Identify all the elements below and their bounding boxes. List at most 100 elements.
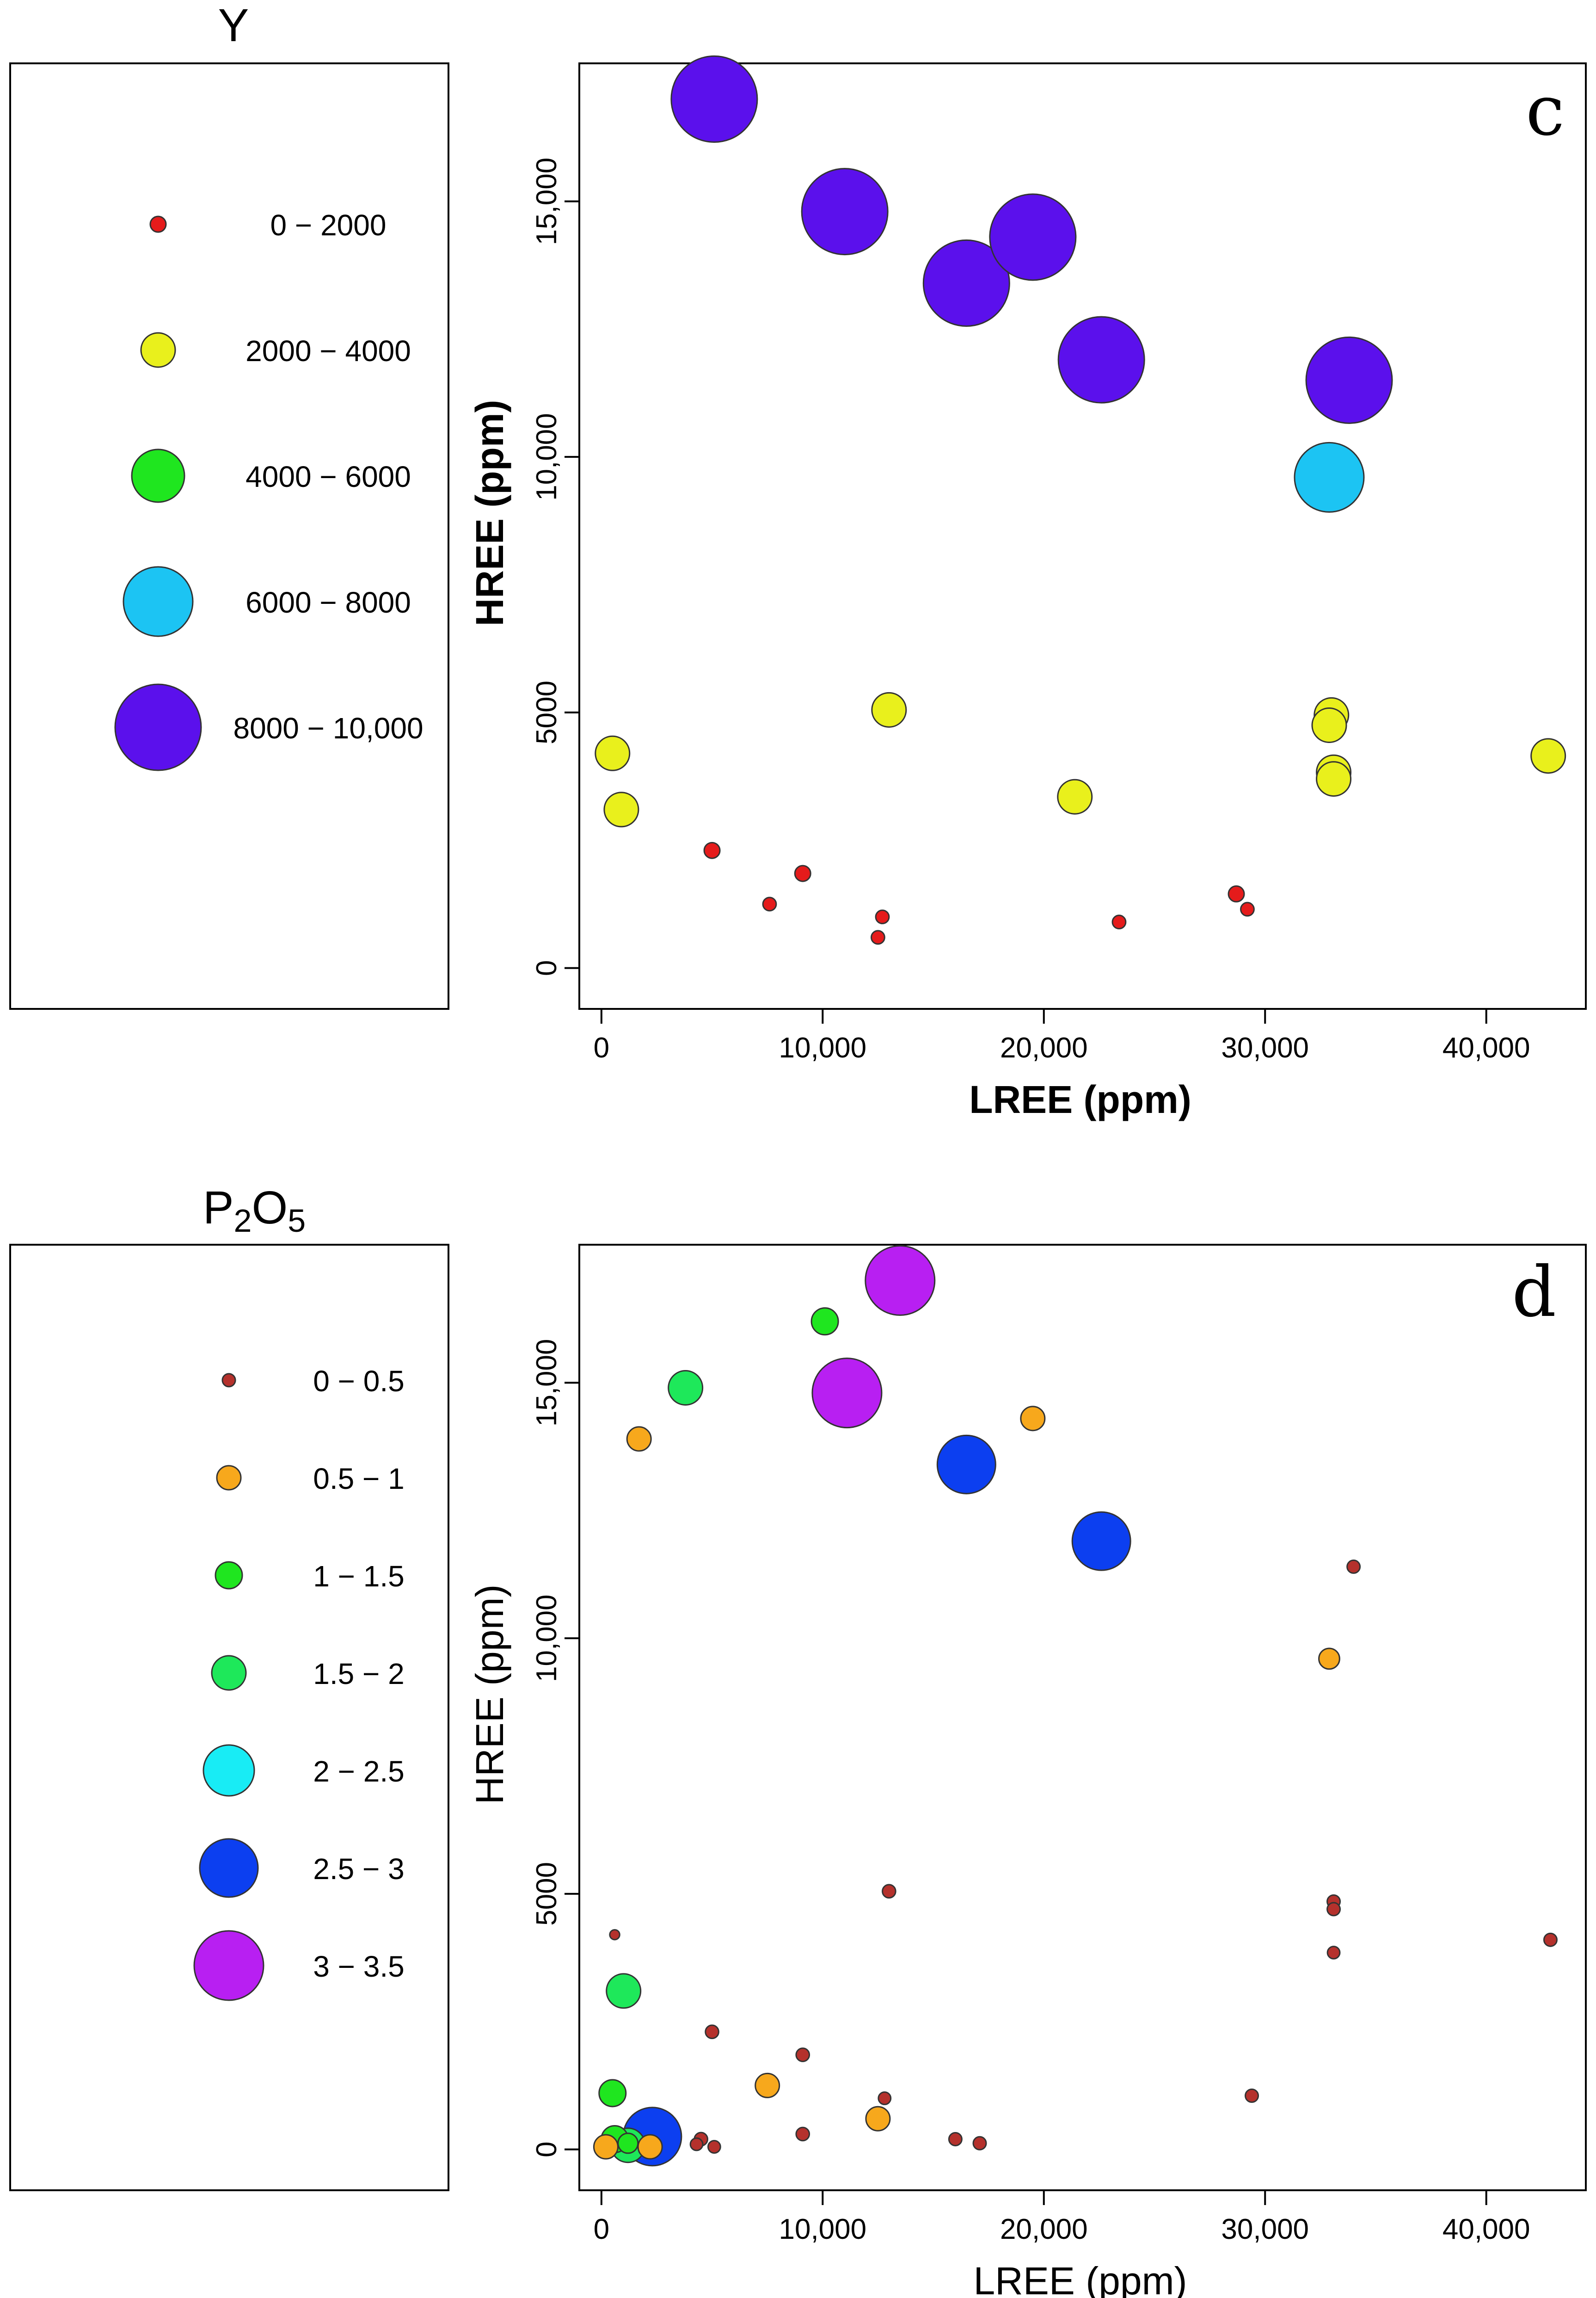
point-d-4: [626, 1426, 652, 1452]
point-d-1: [811, 1358, 883, 1429]
legend-d-item-label-4: 2 − 2.5: [313, 1755, 405, 1788]
point-c-2: [922, 239, 1010, 327]
panel-letter-c: c: [1526, 71, 1565, 151]
xtick-label-d-2: 20,000: [1000, 2213, 1088, 2245]
xtick-label-d-4: 40,000: [1443, 2213, 1530, 2245]
point-d-23: [865, 2106, 891, 2132]
point-d-3: [668, 1370, 704, 1406]
point-d-10: [882, 1884, 896, 1899]
point-c-6: [1294, 442, 1365, 513]
point-c-14: [1057, 779, 1093, 815]
legend-d-item-symbol-2: [215, 1561, 243, 1590]
point-c-21: [875, 909, 890, 924]
point-c-5: [1305, 336, 1393, 424]
legend-c-item-symbol-3: [123, 566, 194, 637]
xtick-label-c-1: 10,000: [779, 1032, 866, 1064]
point-d-17: [705, 2024, 719, 2040]
xtick-label-d-1: 10,000: [779, 2213, 866, 2245]
point-d-30: [637, 2134, 663, 2160]
point-d-32: [972, 2136, 987, 2151]
legend-d-item-symbol-4: [203, 1744, 255, 1797]
legend-d-title-sub1: 2: [233, 1203, 252, 1239]
legend-d-title-p: P: [203, 1182, 234, 1234]
legend-c-item-label-0: 0 − 2000: [270, 209, 387, 242]
point-d-0: [865, 1245, 936, 1316]
legend-c-item-symbol-0: [149, 215, 167, 233]
point-c-7: [871, 692, 907, 728]
legend-c-item-symbol-4: [114, 683, 202, 771]
point-c-12: [595, 735, 631, 771]
legend-c-item-label-4: 8000 − 10,000: [233, 712, 423, 745]
point-d-28: [617, 2132, 639, 2154]
legend-d-item-label-6: 3 − 3.5: [313, 1950, 405, 1983]
xtick-label-c-3: 30,000: [1221, 1032, 1309, 1064]
legend-d-item-symbol-6: [193, 1930, 264, 2001]
legend-d-item-symbol-3: [211, 1655, 247, 1691]
ylabel-c: HREE (ppm): [468, 400, 511, 627]
point-d-9: [1318, 1647, 1340, 1670]
point-d-12: [1326, 1902, 1341, 1917]
ytick-label-c-3: 15,000: [531, 158, 563, 246]
legend-c: 0 − 2000 2000 − 4000 4000 − 6000 6000 − 800…: [114, 209, 424, 771]
legend-d-title: P2O5: [176, 1182, 333, 1237]
panel-letter-d: d: [1512, 1252, 1557, 1333]
legend-c-item-symbol-1: [140, 332, 176, 368]
point-d-19: [598, 2079, 627, 2108]
legend-c-item-label-1: 2000 − 4000: [246, 334, 411, 368]
legend-d-title-o: O: [252, 1182, 288, 1234]
point-c-11: [1316, 761, 1352, 797]
legend-d-box: [9, 1244, 449, 2191]
point-c-19: [762, 897, 777, 912]
point-c-22: [1111, 915, 1127, 929]
ytick-label-c-2: 10,000: [531, 413, 563, 501]
xtick-label-c-4: 40,000: [1443, 1032, 1530, 1064]
ytick-label-c-0: 0: [531, 960, 563, 976]
point-d-31: [948, 2132, 963, 2146]
point-c-15: [603, 792, 639, 828]
point-d-34: [689, 2137, 704, 2151]
plot-d: 0 10,000 20,000 30,000 40,000 0 5000 10,000 15,0…: [468, 1245, 1558, 2298]
point-c-1: [801, 168, 889, 256]
point-c-0: [670, 55, 758, 143]
point-c-17: [794, 865, 811, 882]
xtick-label-c-2: 20,000: [1000, 1032, 1088, 1064]
legend-d-item-symbol-5: [199, 1838, 259, 1898]
point-c-16: [703, 842, 721, 859]
legend-d-item-symbol-1: [216, 1465, 242, 1491]
point-d-5: [1020, 1406, 1046, 1432]
xlabel-c: LREE (ppm): [969, 1078, 1191, 1121]
legend-d: 0 − 0.5 0.5 − 1 1 − 1.5 1.5 − 2 2 − 2.5 2.5 −…: [193, 1364, 405, 2001]
legend-d-item-label-3: 1.5 − 2: [313, 1657, 405, 1690]
point-c-13: [1530, 738, 1566, 774]
ytick-label-d-2: 10,000: [531, 1594, 563, 1682]
plot-c: 0 10,000 20,000 30,000 40,000 0 5000 10,000 15,0…: [468, 55, 1566, 1121]
legend-c-item-label-3: 6000 − 8000: [246, 586, 411, 619]
point-c-23: [871, 930, 885, 945]
point-d-15: [609, 1929, 620, 1941]
point-d-14: [1543, 1932, 1558, 1947]
point-d-24: [795, 2126, 810, 2142]
point-d-35: [707, 2140, 721, 2154]
ytick-label-d-3: 15,000: [531, 1339, 563, 1427]
plot-c-frame: [578, 62, 1587, 1010]
point-d-8: [1346, 1559, 1361, 1574]
legend-c-item-symbol-2: [131, 449, 185, 503]
xtick-label-d-3: 30,000: [1221, 2213, 1309, 2245]
point-c-3: [989, 193, 1077, 281]
ylabel-d: HREE (ppm): [468, 1584, 511, 1804]
legend-c-item-label-2: 4000 − 6000: [246, 460, 411, 493]
point-d-13: [1326, 1946, 1341, 1960]
ytick-label-c-1: 5000: [531, 681, 563, 744]
point-c-4: [1057, 316, 1145, 404]
point-d-21: [1245, 2089, 1259, 2103]
point-d-6: [936, 1434, 996, 1494]
point-d-16: [606, 1973, 642, 2009]
point-c-20: [1240, 902, 1255, 917]
plot-d-frame: [578, 1244, 1587, 2191]
point-c-18: [1228, 885, 1245, 903]
legend-d-item-label-2: 1 − 1.5: [313, 1560, 405, 1593]
point-d-29: [593, 2134, 619, 2160]
point-d-2: [810, 1307, 839, 1336]
